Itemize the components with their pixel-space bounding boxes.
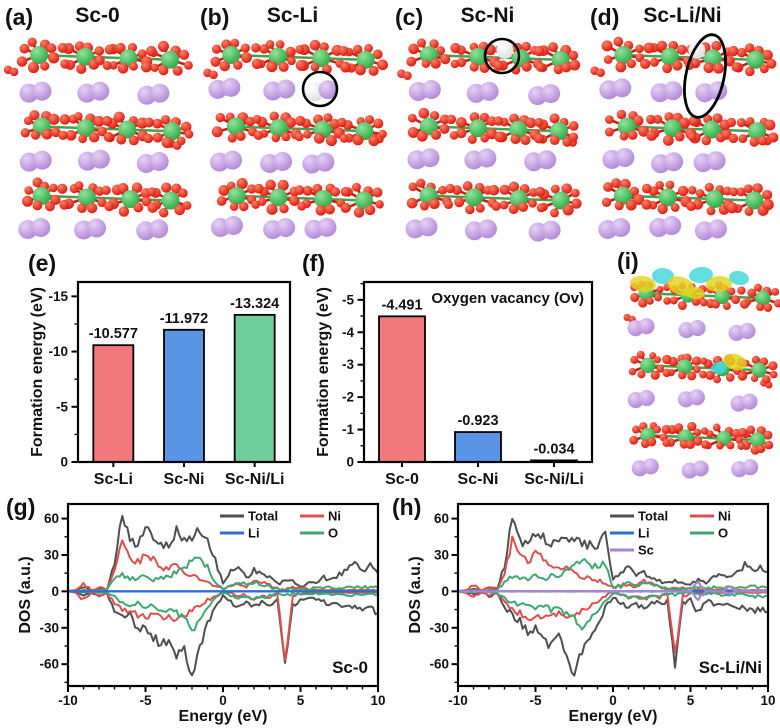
svg-text:-0.923: -0.923 bbox=[457, 413, 498, 429]
crystal-structure-c bbox=[397, 37, 582, 242]
svg-text:O: O bbox=[328, 526, 338, 541]
svg-text:Li: Li bbox=[638, 526, 650, 541]
svg-text:Sc-0: Sc-0 bbox=[385, 471, 419, 488]
svg-text:Sc-Ni: Sc-Ni bbox=[458, 471, 499, 488]
crystal-structure-d bbox=[590, 33, 779, 241]
svg-text:0: 0 bbox=[60, 455, 68, 470]
corner-label-h: Sc-Li/Ni bbox=[698, 658, 762, 677]
bar-chart-oxygen-vacancy: 0 -1 -2 -3 -4 -5 -4.491 Sc-0 -0.923 Sc-Ni -0.034 Sc… bbox=[342, 280, 594, 488]
svg-text:-10.577: -10.577 bbox=[89, 326, 138, 342]
svg-text:60: 60 bbox=[434, 511, 449, 526]
panel-tag-g: (g) bbox=[6, 494, 36, 520]
dos-plot-sc0: -10 -5 0 5 10 -60 -30 0 30 60 Total Ni Li O bbox=[39, 502, 386, 708]
panel-title-d: Sc-Li/Ni bbox=[643, 4, 722, 27]
panel-tag-h: (h) bbox=[392, 494, 422, 520]
corner-label-g: Sc-0 bbox=[332, 658, 368, 677]
svg-text:Sc-Li: Sc-Li bbox=[94, 471, 133, 488]
svg-text:-0.034: -0.034 bbox=[533, 441, 574, 457]
svg-text:Sc-Ni/Li: Sc-Ni/Li bbox=[225, 471, 285, 488]
y-axis-label-e: Formation energy (eV) bbox=[29, 287, 46, 457]
panel-structure-i: (i) bbox=[615, 250, 780, 490]
svg-text:0: 0 bbox=[441, 584, 449, 599]
y-axis-label-g: DOS (a.u.) bbox=[17, 556, 34, 634]
svg-text:-4: -4 bbox=[342, 325, 354, 340]
x-axis-label-g: Energy (eV) bbox=[178, 708, 268, 725]
svg-text:-4.491: -4.491 bbox=[381, 297, 422, 313]
panel-tag-b: (b) bbox=[200, 4, 230, 30]
svg-text:-2: -2 bbox=[342, 390, 354, 405]
svg-text:5: 5 bbox=[687, 693, 695, 708]
bar-chart-formation-energy-dopants: 0 -5 -10 -15 -10.577 Sc-Li -11.972 Sc-Ni -13.324… bbox=[48, 280, 292, 488]
svg-text:0: 0 bbox=[219, 693, 227, 708]
annotation-oxygen-vacancy: Oxygen vacancy (Ov) bbox=[431, 290, 584, 307]
svg-text:-15: -15 bbox=[48, 289, 68, 304]
panel-chart-h: -10 -5 0 5 10 -60 -30 0 30 60 Total Ni Li O Sc (h) DOS… bbox=[390, 490, 780, 728]
svg-text:-11.972: -11.972 bbox=[160, 311, 208, 327]
panel-structure-d: (d) Sc-Li/Ni bbox=[585, 0, 780, 250]
svg-text:0: 0 bbox=[51, 584, 59, 599]
svg-text:-13.324: -13.324 bbox=[230, 296, 279, 312]
dos-plot-sc-li-ni: -10 -5 0 5 10 -60 -30 0 30 60 Total Ni Li O Sc bbox=[429, 502, 776, 708]
panel-tag-d: (d) bbox=[590, 4, 620, 30]
svg-text:Sc-Ni/Li: Sc-Ni/Li bbox=[524, 471, 584, 488]
svg-text:Ni: Ni bbox=[718, 509, 731, 524]
svg-text:-5: -5 bbox=[56, 399, 68, 414]
svg-text:-1: -1 bbox=[342, 422, 354, 437]
panel-chart-g: -10 -5 0 5 10 -60 -30 0 30 60 Total Ni Li O (g) DOS (… bbox=[0, 490, 390, 728]
svg-text:-5: -5 bbox=[139, 693, 151, 708]
svg-text:30: 30 bbox=[44, 547, 59, 562]
crystal-structure-b bbox=[203, 38, 388, 240]
svg-text:0: 0 bbox=[609, 693, 617, 708]
svg-text:30: 30 bbox=[434, 547, 449, 562]
x-axis-label-h: Energy (eV) bbox=[568, 708, 658, 725]
panel-chart-e: 0 -5 -10 -15 -10.577 Sc-Li -11.972 Sc-Ni -13.324… bbox=[0, 250, 300, 490]
crystal-structure-charge-density bbox=[623, 266, 780, 479]
panel-tag-c: (c) bbox=[395, 4, 424, 30]
svg-text:Total: Total bbox=[248, 509, 278, 524]
svg-text:-10: -10 bbox=[48, 344, 68, 359]
panel-chart-f: 0 -1 -2 -3 -4 -5 -4.491 Sc-0 -0.923 Sc-Ni -0.034 Sc… bbox=[300, 250, 615, 490]
svg-text:Sc: Sc bbox=[638, 543, 654, 558]
crystal-structure-a bbox=[3, 37, 194, 241]
svg-text:-60: -60 bbox=[39, 657, 59, 672]
svg-text:-3: -3 bbox=[342, 357, 354, 372]
svg-text:-30: -30 bbox=[429, 620, 449, 635]
svg-text:O: O bbox=[718, 526, 728, 541]
y-axis-label-f: Formation energy (eV) bbox=[315, 287, 332, 457]
svg-text:Total: Total bbox=[638, 509, 668, 524]
svg-text:-5: -5 bbox=[529, 693, 541, 708]
svg-text:Li: Li bbox=[248, 526, 260, 541]
svg-text:-10: -10 bbox=[58, 693, 78, 708]
panel-structure-c: (c) Sc-Ni bbox=[390, 0, 585, 250]
svg-text:-10: -10 bbox=[448, 693, 468, 708]
svg-text:10: 10 bbox=[760, 693, 775, 708]
panel-structure-b: (b) Sc-Li bbox=[195, 0, 390, 250]
panel-title-c: Sc-Ni bbox=[460, 4, 515, 27]
panel-structure-a: (a) Sc-0 bbox=[0, 0, 195, 250]
svg-text:0: 0 bbox=[346, 455, 354, 470]
panel-tag-f: (f) bbox=[302, 250, 325, 276]
svg-text:-30: -30 bbox=[39, 620, 59, 635]
svg-text:Ni: Ni bbox=[328, 509, 341, 524]
svg-text:10: 10 bbox=[370, 693, 385, 708]
panel-title-b: Sc-Li bbox=[266, 4, 319, 27]
svg-text:-60: -60 bbox=[429, 657, 449, 672]
panel-title-a: Sc-0 bbox=[75, 4, 120, 27]
svg-text:-5: -5 bbox=[342, 292, 354, 307]
svg-text:Sc-Ni: Sc-Ni bbox=[164, 471, 205, 488]
svg-text:5: 5 bbox=[297, 693, 305, 708]
y-axis-label-h: DOS (a.u.) bbox=[407, 556, 424, 634]
panel-tag-a: (a) bbox=[5, 4, 34, 30]
svg-text:60: 60 bbox=[44, 511, 59, 526]
panel-tag-i: (i) bbox=[617, 248, 639, 274]
panel-tag-e: (e) bbox=[28, 250, 57, 276]
